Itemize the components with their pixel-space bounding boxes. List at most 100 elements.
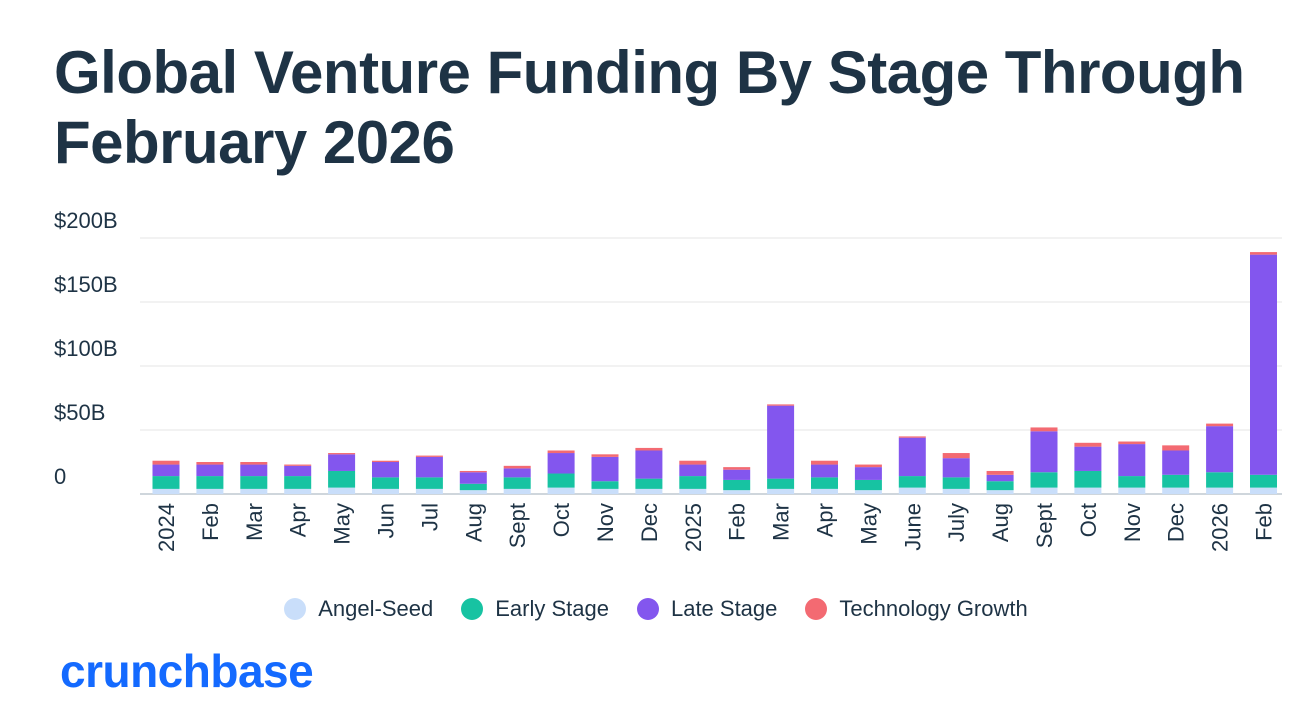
bar-segment-angel-seed[interactable] — [591, 488, 619, 494]
bar-segment-technology-growth[interactable] — [591, 454, 619, 457]
bar-segment-angel-seed[interactable] — [1250, 487, 1277, 494]
bar-segment-early-stage[interactable] — [767, 478, 795, 489]
bar-stack[interactable] — [986, 470, 1014, 494]
bar-stack[interactable] — [1118, 441, 1146, 494]
bar-stack[interactable] — [1250, 252, 1277, 494]
bar-stack[interactable] — [372, 460, 399, 494]
bar-segment-technology-growth[interactable] — [854, 464, 882, 468]
bar-segment-angel-seed[interactable] — [767, 488, 795, 494]
bar-segment-angel-seed[interactable] — [723, 490, 751, 494]
bar-segment-late-stage[interactable] — [679, 464, 707, 477]
bar-stack[interactable] — [240, 462, 268, 494]
bar-segment-angel-seed[interactable] — [372, 488, 399, 494]
bar-stack[interactable] — [635, 447, 663, 494]
bar-segment-angel-seed[interactable] — [1162, 487, 1190, 494]
bar-segment-early-stage[interactable] — [942, 477, 970, 489]
bar-segment-early-stage[interactable] — [240, 476, 268, 489]
bar-segment-late-stage[interactable] — [152, 464, 180, 477]
bar-segment-early-stage[interactable] — [1118, 476, 1146, 488]
bar-segment-angel-seed[interactable] — [898, 487, 926, 494]
bar-segment-early-stage[interactable] — [1250, 474, 1277, 488]
bar-segment-early-stage[interactable] — [635, 478, 663, 489]
bar-segment-early-stage[interactable] — [284, 476, 312, 489]
bar-stack[interactable] — [723, 467, 751, 494]
bar-segment-early-stage[interactable] — [196, 476, 224, 489]
bar-stack[interactable] — [942, 453, 970, 494]
bar-segment-angel-seed[interactable] — [1206, 487, 1234, 494]
bar-segment-technology-growth[interactable] — [328, 453, 356, 455]
bar-segment-technology-growth[interactable] — [898, 436, 926, 438]
bar-segment-angel-seed[interactable] — [1030, 487, 1058, 494]
bar-segment-early-stage[interactable] — [1074, 470, 1102, 488]
bar-segment-technology-growth[interactable] — [679, 460, 707, 465]
bar-segment-late-stage[interactable] — [459, 472, 487, 484]
bar-segment-angel-seed[interactable] — [854, 490, 882, 494]
bar-segment-technology-growth[interactable] — [196, 462, 224, 465]
bar-segment-early-stage[interactable] — [679, 476, 707, 489]
bar-segment-angel-seed[interactable] — [1074, 487, 1102, 494]
bar-segment-angel-seed[interactable] — [415, 488, 443, 494]
bar-segment-late-stage[interactable] — [635, 450, 663, 479]
bar-stack[interactable] — [503, 465, 531, 494]
bar-segment-technology-growth[interactable] — [152, 460, 180, 465]
bar-segment-late-stage[interactable] — [196, 464, 224, 477]
bar-segment-early-stage[interactable] — [547, 473, 575, 488]
bar-stack[interactable] — [152, 460, 180, 494]
bar-segment-early-stage[interactable] — [459, 483, 487, 491]
bar-segment-early-stage[interactable] — [152, 476, 180, 489]
bar-segment-late-stage[interactable] — [767, 405, 795, 479]
bar-stack[interactable] — [1074, 442, 1102, 494]
bar-segment-early-stage[interactable] — [898, 476, 926, 488]
bar-segment-technology-growth[interactable] — [942, 453, 970, 459]
bar-segment-technology-growth[interactable] — [811, 460, 838, 465]
bar-segment-technology-growth[interactable] — [1250, 252, 1277, 255]
bar-stack[interactable] — [328, 453, 356, 494]
bar-segment-technology-growth[interactable] — [635, 447, 663, 451]
bar-stack[interactable] — [1030, 427, 1058, 494]
bar-segment-technology-growth[interactable] — [240, 462, 268, 465]
bar-segment-late-stage[interactable] — [547, 453, 575, 474]
legend-item-late-stage[interactable]: Late Stage — [636, 596, 777, 622]
bar-stack[interactable] — [854, 464, 882, 494]
bar-segment-technology-growth[interactable] — [372, 460, 399, 462]
bar-segment-late-stage[interactable] — [854, 467, 882, 480]
bar-segment-angel-seed[interactable] — [152, 488, 180, 494]
legend-item-technology-growth[interactable]: Technology Growth — [805, 596, 1028, 622]
bar-stack[interactable] — [459, 470, 487, 494]
bar-segment-technology-growth[interactable] — [986, 470, 1014, 475]
legend-item-angel-seed[interactable]: Angel-Seed — [284, 596, 433, 622]
bar-segment-early-stage[interactable] — [986, 481, 1014, 491]
bar-stack[interactable] — [1162, 445, 1190, 494]
bar-stack[interactable] — [811, 460, 838, 494]
bar-segment-late-stage[interactable] — [328, 454, 356, 471]
bar-segment-technology-growth[interactable] — [1206, 423, 1234, 427]
bar-segment-late-stage[interactable] — [986, 474, 1014, 482]
bar-segment-late-stage[interactable] — [591, 456, 619, 482]
bar-segment-angel-seed[interactable] — [240, 488, 268, 494]
bar-segment-late-stage[interactable] — [503, 468, 531, 478]
bar-segment-early-stage[interactable] — [854, 479, 882, 491]
bar-segment-angel-seed[interactable] — [284, 488, 312, 494]
bar-segment-early-stage[interactable] — [1030, 472, 1058, 488]
bar-segment-technology-growth[interactable] — [1074, 442, 1102, 447]
bar-stack[interactable] — [591, 454, 619, 494]
bar-segment-late-stage[interactable] — [1118, 444, 1146, 477]
bar-segment-angel-seed[interactable] — [635, 488, 663, 494]
bar-segment-angel-seed[interactable] — [942, 488, 970, 494]
bar-segment-late-stage[interactable] — [1206, 426, 1234, 473]
bar-segment-technology-growth[interactable] — [1030, 427, 1058, 432]
bar-segment-late-stage[interactable] — [372, 462, 399, 478]
bar-stack[interactable] — [284, 464, 312, 494]
bar-stack[interactable] — [547, 450, 575, 494]
bar-segment-technology-growth[interactable] — [723, 467, 751, 470]
bar-segment-late-stage[interactable] — [1162, 450, 1190, 475]
legend-item-early-stage[interactable]: Early Stage — [461, 596, 609, 622]
bar-segment-early-stage[interactable] — [591, 481, 619, 489]
bar-segment-early-stage[interactable] — [1206, 472, 1234, 488]
bar-segment-technology-growth[interactable] — [1118, 441, 1146, 445]
bar-stack[interactable] — [679, 460, 707, 494]
bar-segment-early-stage[interactable] — [811, 477, 838, 489]
bar-segment-technology-growth[interactable] — [547, 450, 575, 454]
bar-stack[interactable] — [196, 462, 224, 494]
bar-stack[interactable] — [898, 436, 926, 494]
